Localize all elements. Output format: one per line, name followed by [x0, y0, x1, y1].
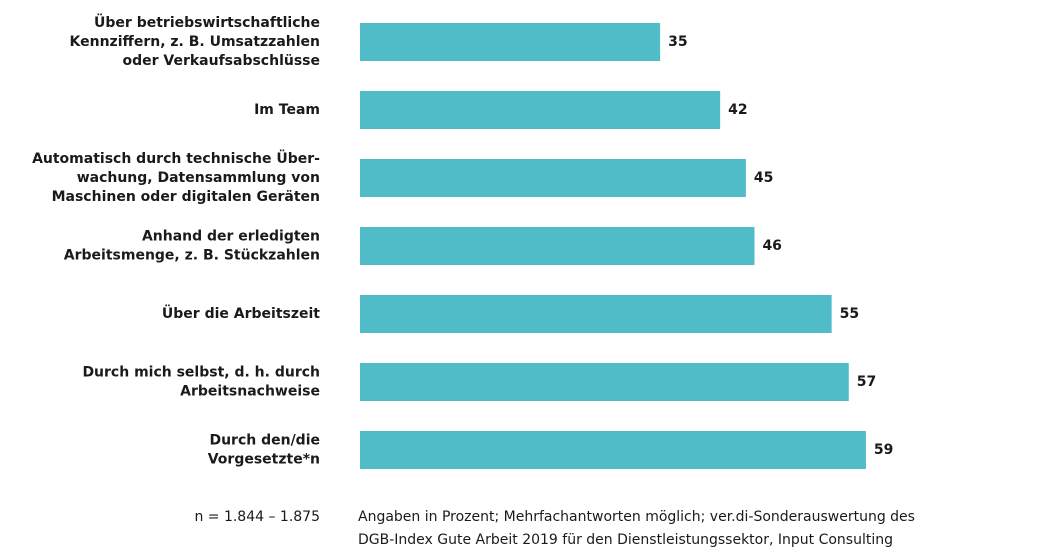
category-label: Automatisch durch technische Über-wachun… — [32, 149, 320, 205]
bar — [360, 23, 661, 61]
value-label: 46 — [762, 238, 781, 254]
bar — [360, 431, 866, 469]
note-line: DGB-Index Gute Arbeit 2019 für den Diens… — [358, 532, 893, 547]
category-label: Über die Arbeitszeit — [162, 304, 320, 322]
value-label: 59 — [874, 442, 893, 458]
value-label: 45 — [754, 170, 773, 186]
value-label: 57 — [857, 374, 876, 390]
category-label: Anhand der erledigten Arbeitsmenge, z. B.… — [64, 229, 320, 264]
category-label: Im Team — [254, 102, 320, 118]
bar — [360, 91, 721, 129]
category-label: Über betriebswirtschaftliche Kennziffern,… — [70, 13, 320, 69]
value-label: 42 — [728, 102, 747, 118]
bar — [360, 295, 832, 333]
bar — [360, 227, 755, 265]
value-label: 55 — [840, 306, 859, 322]
value-label: 35 — [668, 34, 687, 50]
category-label: Durch den/die Vorgesetzte*n — [208, 433, 320, 468]
sample-note: n = 1.844 – 1.875 — [194, 509, 320, 525]
bar — [360, 159, 746, 197]
bar — [360, 363, 849, 401]
note-line: Angaben in Prozent; Mehrfachantworten mö… — [358, 509, 915, 525]
category-label: Durch mich selbst, d. h. durch Arbeitsnac… — [82, 365, 320, 400]
